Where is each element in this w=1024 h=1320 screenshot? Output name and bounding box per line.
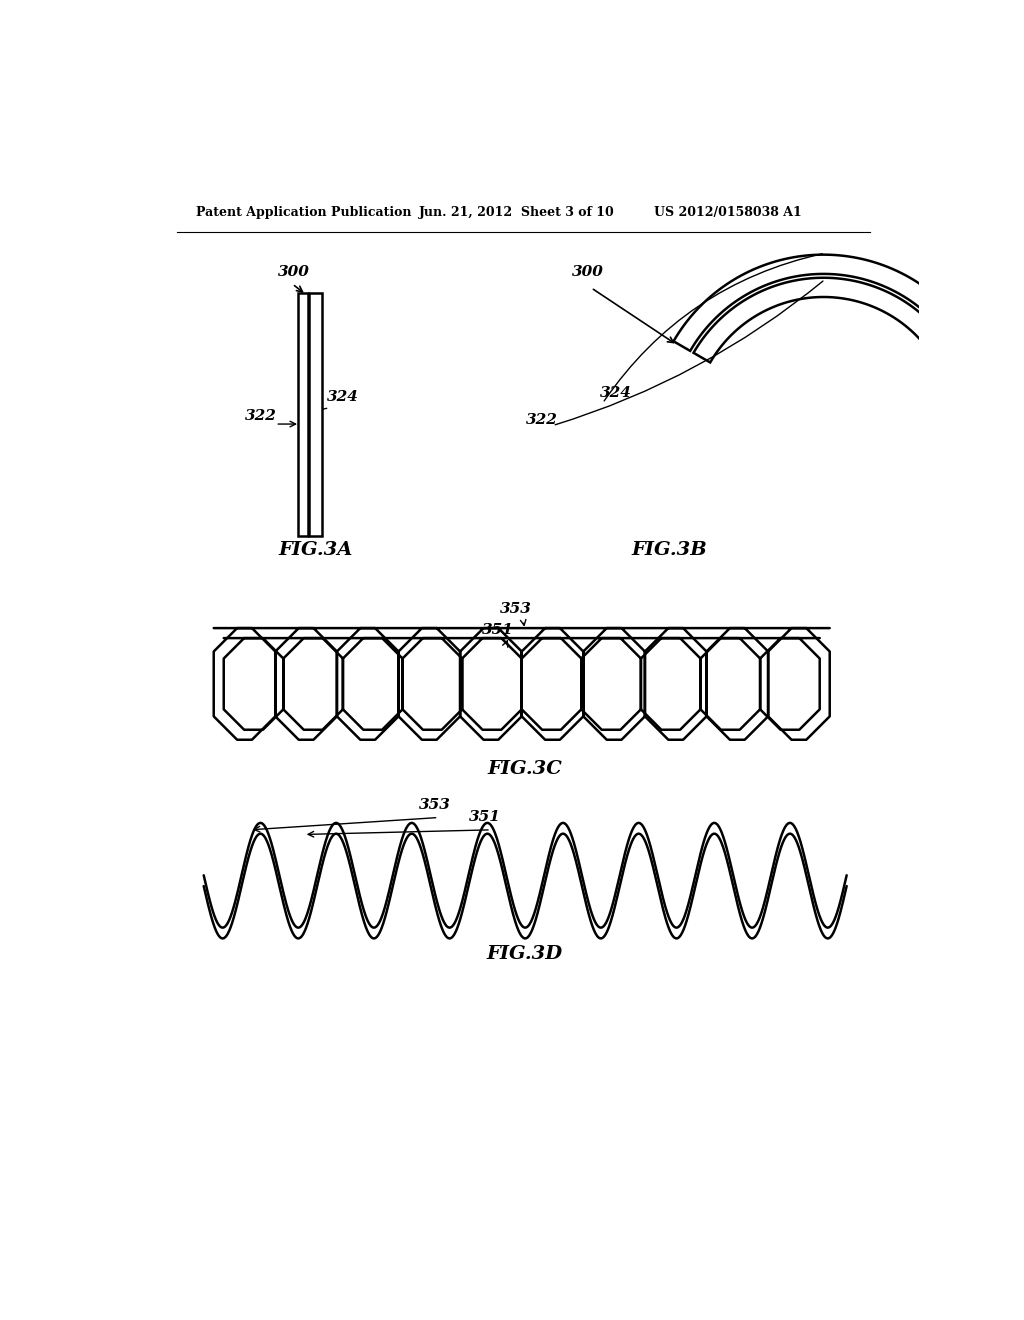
Text: 300: 300: [279, 265, 310, 280]
Polygon shape: [674, 255, 974, 351]
Text: 353: 353: [419, 799, 452, 812]
Polygon shape: [693, 277, 953, 363]
Text: 351: 351: [469, 809, 501, 824]
Text: 300: 300: [571, 265, 603, 280]
Bar: [298, 293, 307, 536]
Text: FIG.3D: FIG.3D: [486, 945, 563, 964]
Text: FIG.3B: FIG.3B: [632, 541, 708, 558]
Bar: [309, 293, 322, 536]
Text: 324: 324: [600, 385, 632, 400]
Text: FIG.3C: FIG.3C: [487, 760, 562, 779]
Text: 322: 322: [525, 413, 557, 428]
Text: US 2012/0158038 A1: US 2012/0158038 A1: [654, 206, 802, 219]
Text: 322: 322: [245, 409, 276, 424]
Text: 324: 324: [327, 389, 358, 404]
Text: 353: 353: [500, 602, 532, 615]
Text: 351: 351: [481, 623, 514, 638]
Text: FIG.3A: FIG.3A: [279, 541, 352, 558]
Text: Jun. 21, 2012  Sheet 3 of 10: Jun. 21, 2012 Sheet 3 of 10: [419, 206, 615, 219]
Text: Patent Application Publication: Patent Application Publication: [196, 206, 412, 219]
